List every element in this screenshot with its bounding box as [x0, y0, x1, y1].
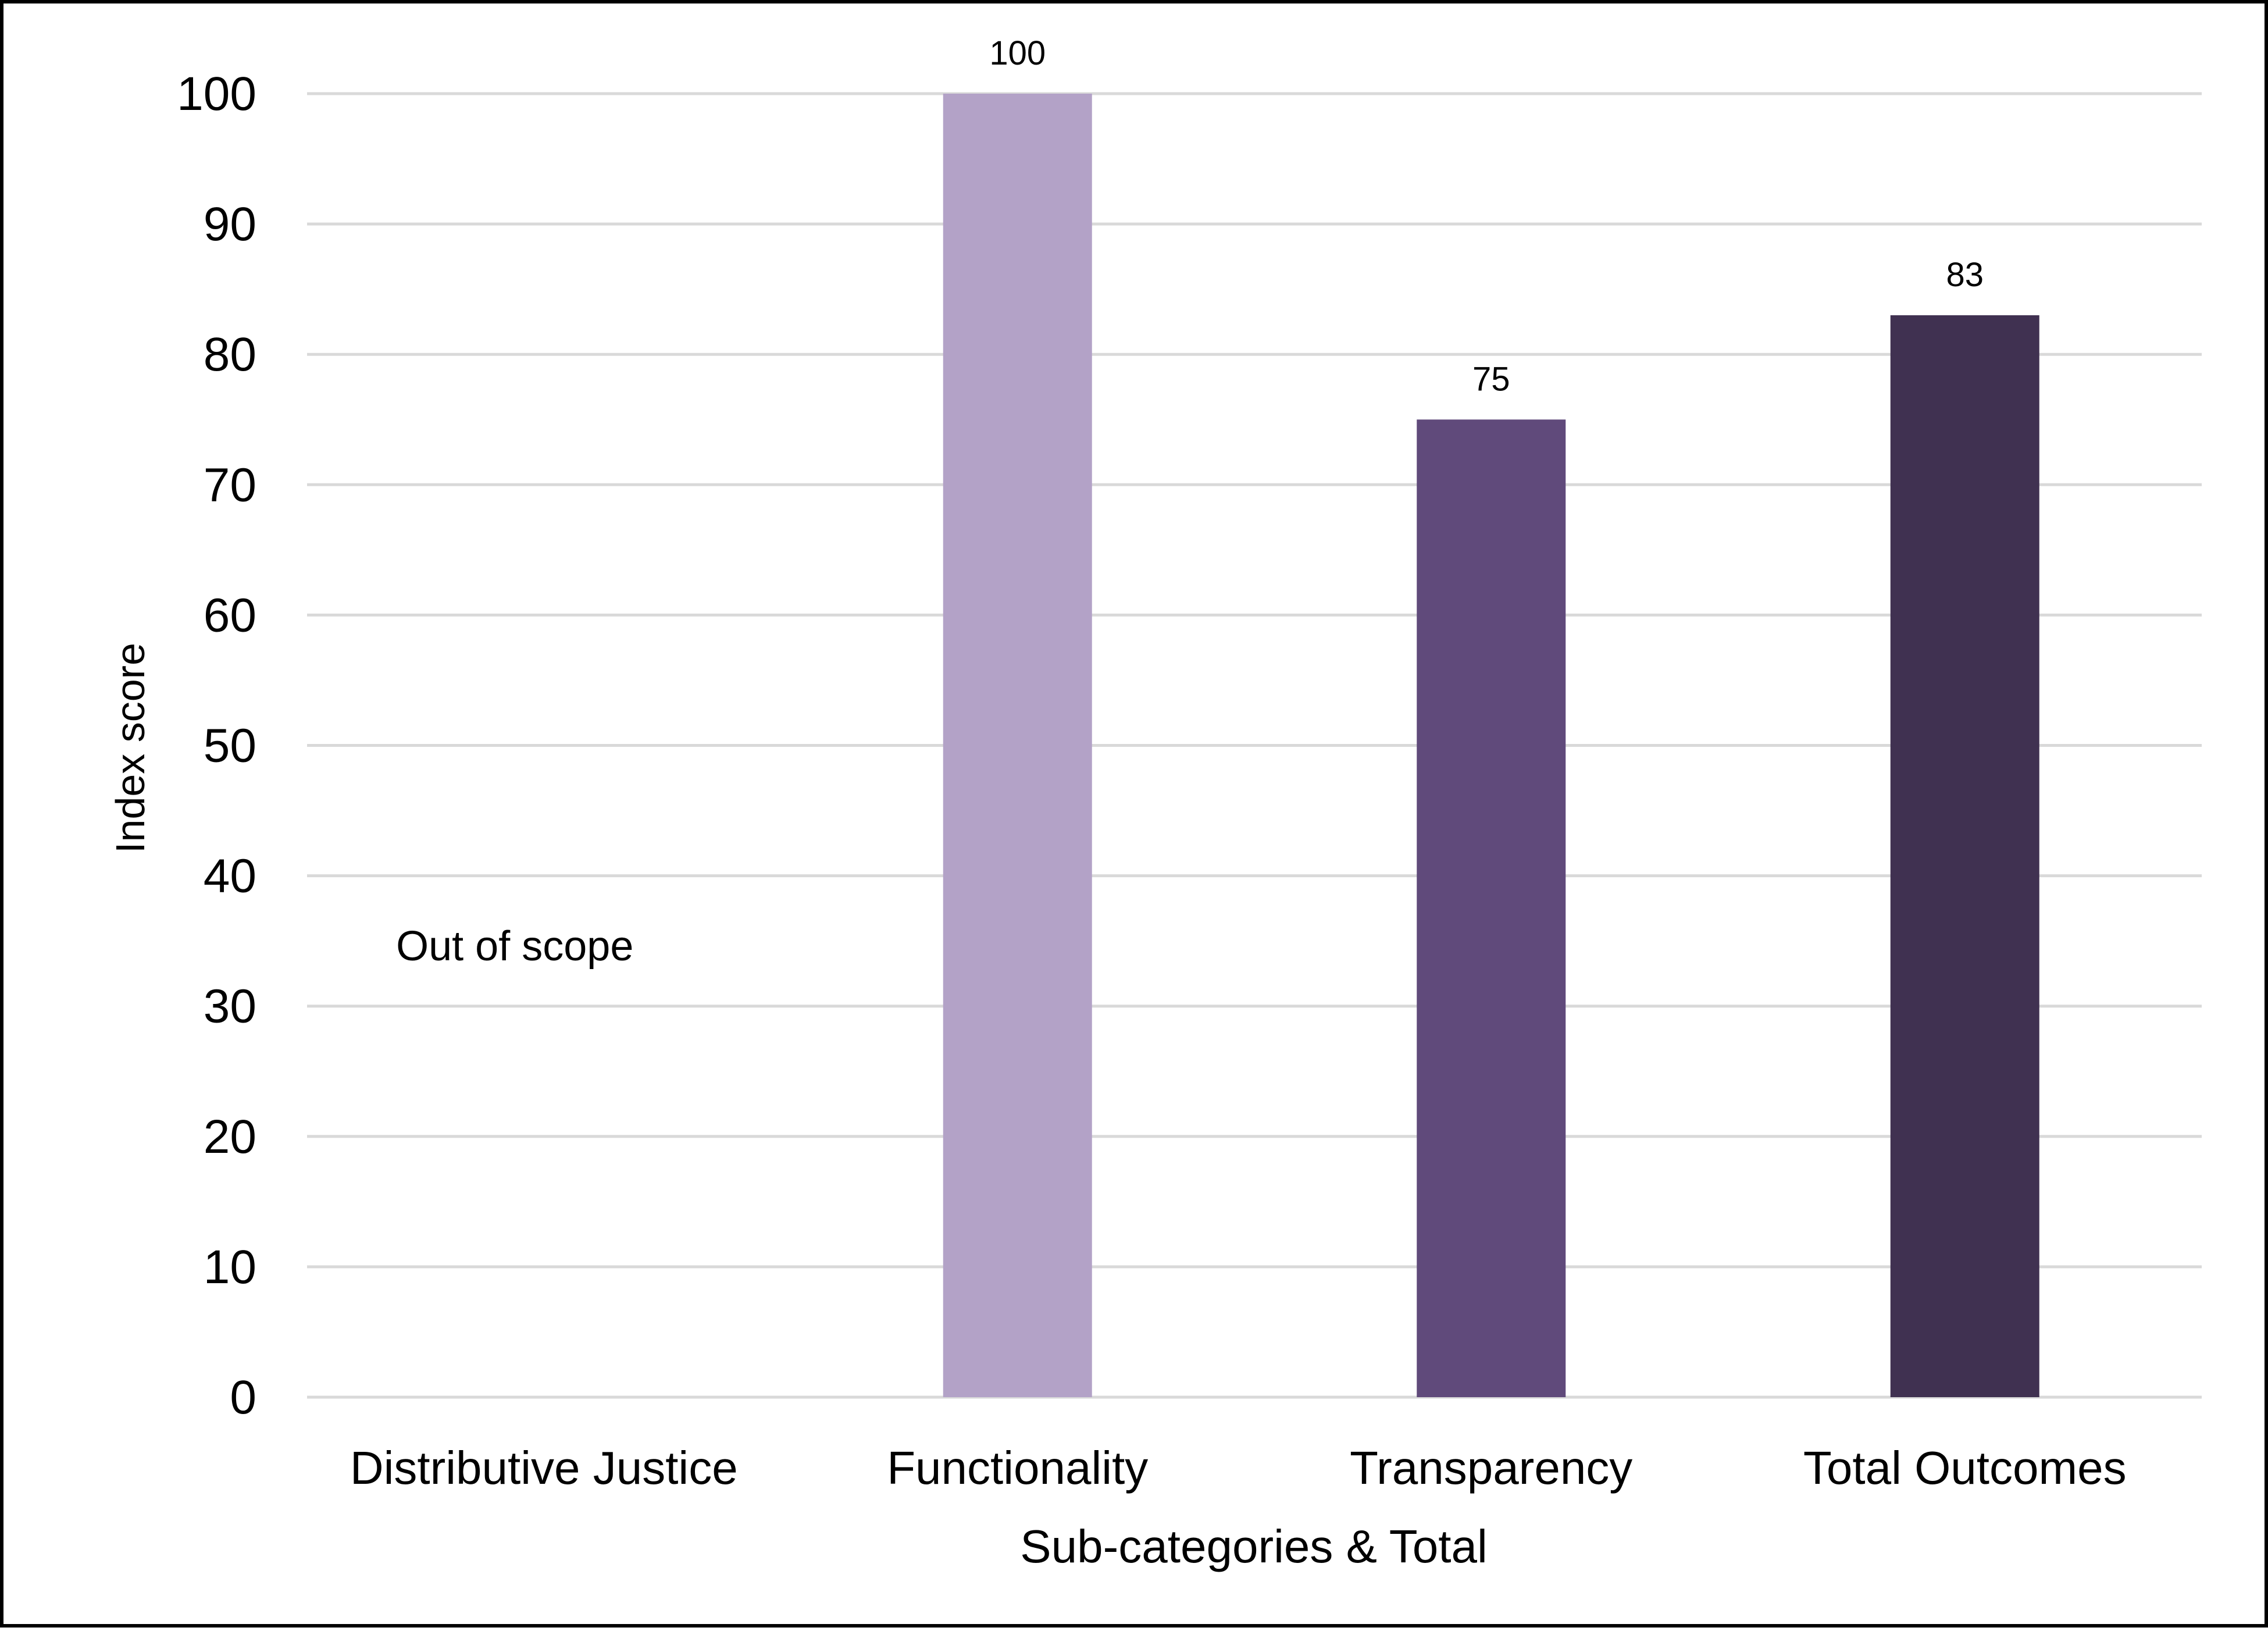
data-label: 83	[1946, 256, 1984, 294]
data-label: 75	[1472, 360, 1510, 398]
bar	[943, 94, 1092, 1397]
annotations: Out of scope	[396, 923, 633, 970]
gridlines	[307, 92, 2202, 1399]
x-axis-title: Sub-categories & Total	[1020, 1520, 1487, 1572]
y-tick-label: 30	[204, 980, 256, 1033]
y-tick-label: 100	[177, 67, 256, 120]
y-tick-label: 40	[204, 850, 256, 903]
bar	[1417, 419, 1566, 1397]
y-axis-ticks: 0 10 20 30 40 50 60 70 80 90 100	[177, 67, 256, 1424]
x-category-label: Distributive Justice	[350, 1442, 738, 1494]
y-tick-label: 10	[204, 1241, 256, 1294]
data-labels: 100 75 83	[989, 34, 1984, 398]
y-tick-label: 80	[204, 328, 256, 381]
x-axis-categories: Distributive Justice Functionality Transpa…	[350, 1442, 2127, 1494]
y-tick-label: 90	[204, 198, 256, 251]
y-tick-label: 0	[230, 1371, 256, 1424]
x-category-label: Total Outcomes	[1803, 1442, 2127, 1494]
data-label: 100	[989, 34, 1046, 72]
y-tick-label: 20	[204, 1110, 256, 1163]
x-category-label: Transparency	[1350, 1442, 1632, 1494]
y-tick-label: 50	[204, 720, 256, 772]
y-axis-title: Index score	[108, 643, 153, 853]
bars	[943, 94, 2039, 1397]
out-of-scope-note: Out of scope	[396, 923, 633, 970]
y-tick-label: 70	[204, 458, 256, 511]
bar-chart: 0 10 20 30 40 50 60 70 80 90 100 Distributive Just…	[108, 34, 2202, 1572]
y-tick-label: 60	[204, 589, 256, 642]
bar	[1890, 315, 2039, 1397]
x-category-label: Functionality	[887, 1442, 1148, 1494]
